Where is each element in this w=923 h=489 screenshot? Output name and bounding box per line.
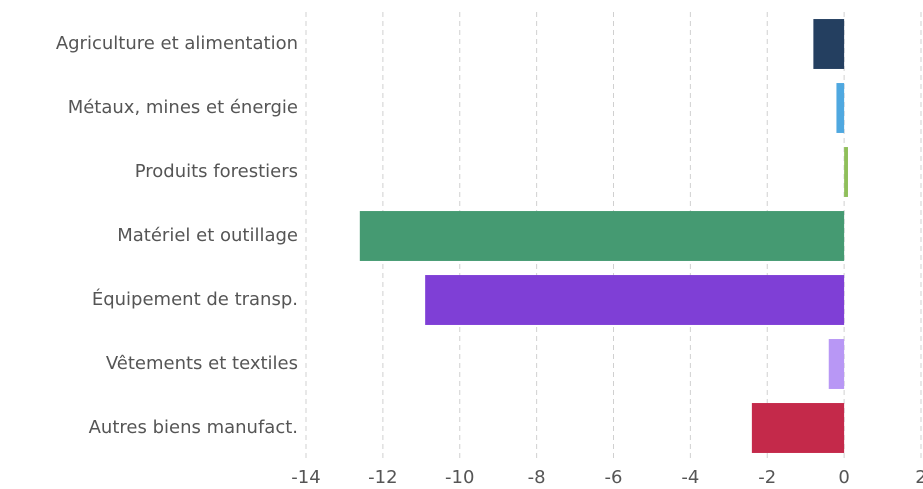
x-tick-label: -2 <box>758 467 776 488</box>
y-tick-label: Produits forestiers <box>135 161 298 182</box>
x-tick-label: -8 <box>528 467 546 488</box>
bar <box>751 403 845 453</box>
bar <box>836 83 845 133</box>
bar <box>359 211 845 261</box>
x-tick-label: 2 <box>915 467 923 488</box>
x-tick-label: -10 <box>445 467 474 488</box>
x-tick-label: -14 <box>291 467 320 488</box>
y-tick-label: Autres biens manufact. <box>89 417 298 438</box>
y-tick-label: Métaux, mines et énergie <box>68 97 298 118</box>
x-tick-label: 0 <box>838 467 849 488</box>
bar <box>844 147 848 197</box>
x-tick-label: -6 <box>605 467 623 488</box>
y-tick-label: Agriculture et alimentation <box>56 33 298 54</box>
x-tick-label: -4 <box>681 467 699 488</box>
bar <box>425 275 845 325</box>
x-tick-label: -12 <box>368 467 397 488</box>
y-tick-label: Équipement de transp. <box>92 288 298 310</box>
bar <box>828 339 845 389</box>
bar <box>813 19 845 69</box>
y-tick-label: Matériel et outillage <box>117 225 298 246</box>
y-tick-label: Vêtements et textiles <box>106 353 298 374</box>
